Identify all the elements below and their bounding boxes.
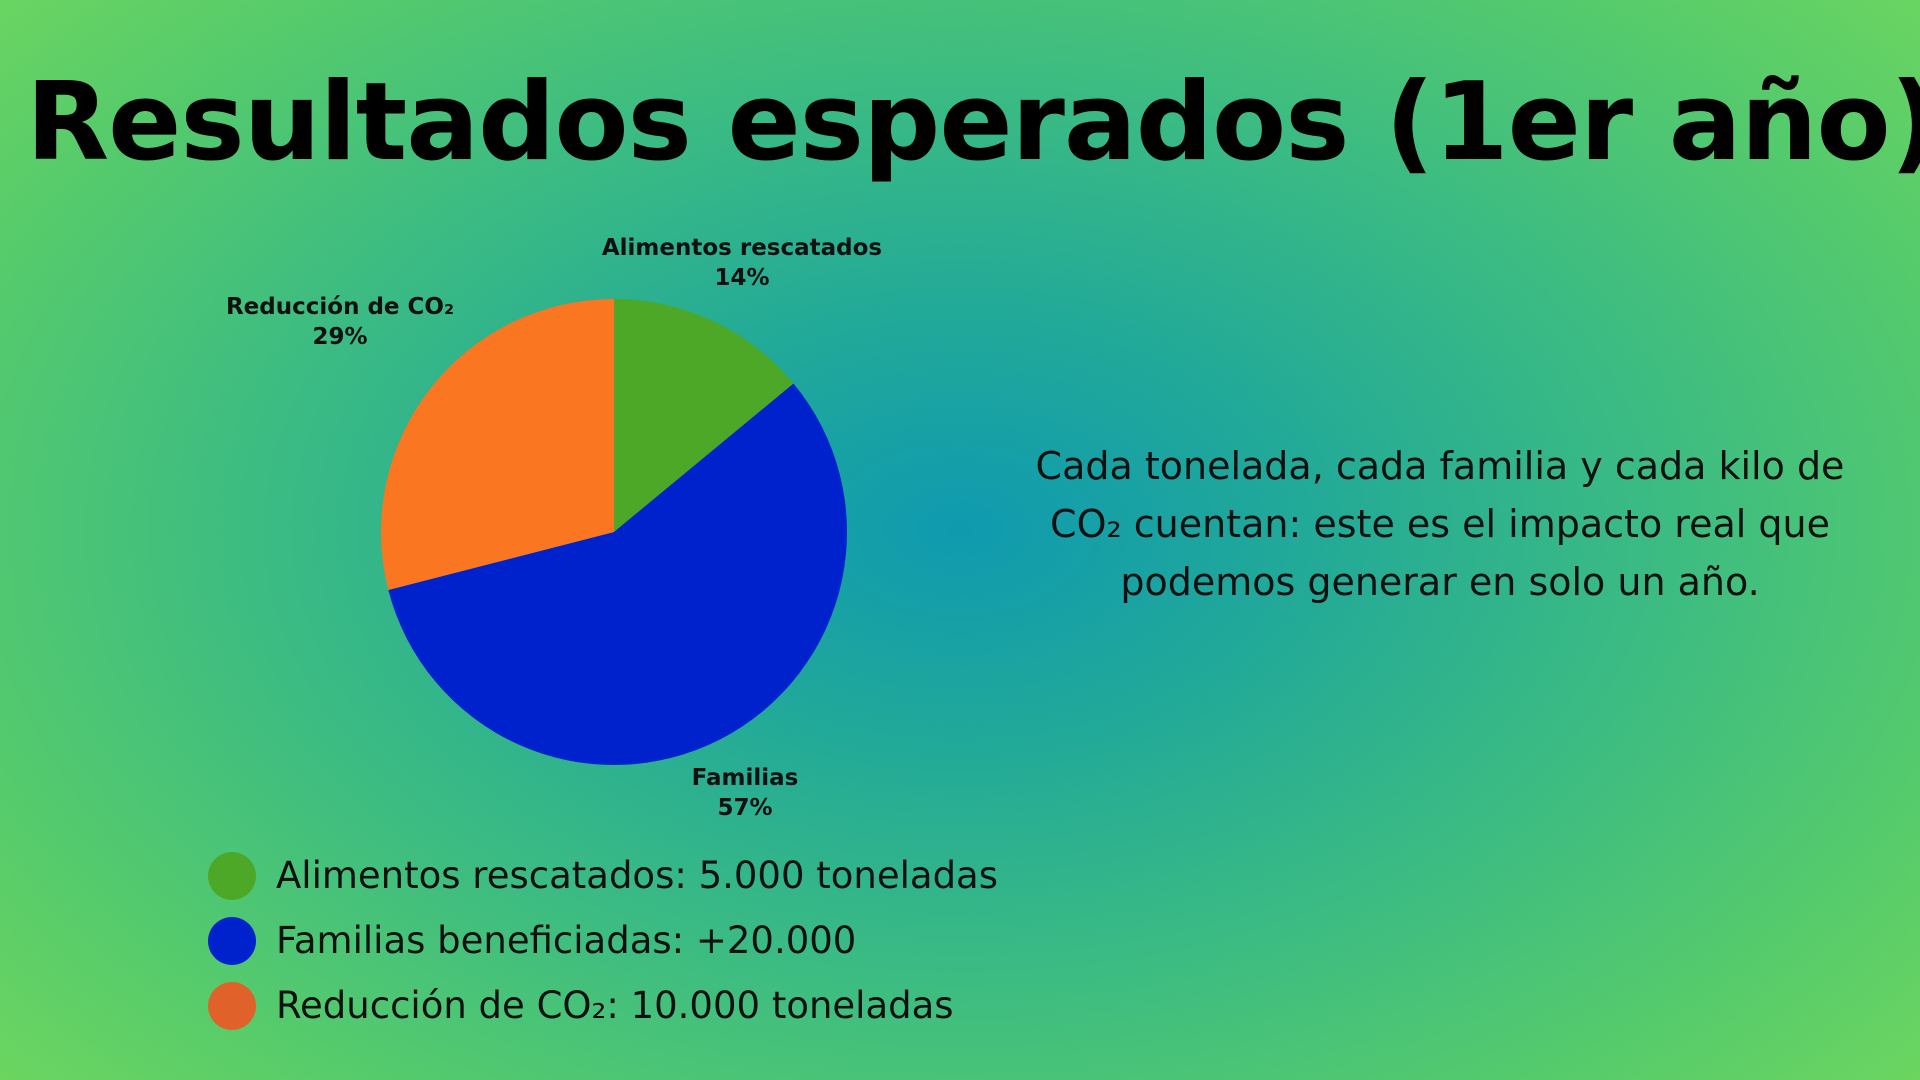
pie-slice-alimentos [614, 299, 794, 532]
slice-label-familias: Familias [692, 765, 799, 791]
pie-slice-co2 [381, 299, 614, 590]
slice-value-familias: 57% [717, 795, 772, 821]
page-title: Resultados esperados (1er año) [26, 60, 1920, 185]
description-line-2: CO₂ cuentan: este es el impacto real que [1050, 502, 1830, 546]
slice-label-alimentos: Alimentos rescatados [602, 235, 882, 261]
description-line-3: podemos generar en solo un año. [1120, 560, 1760, 604]
legend-item-familias: Familias beneficiadas: +20.000 [208, 908, 998, 973]
slice-value-alimentos: 14% [714, 265, 769, 291]
legend-item-co2: Reducción de CO₂: 10.000 toneladas [208, 973, 998, 1038]
description-text: Cada tonelada, cada familia y cada kilo … [1000, 437, 1880, 611]
description-line-1: Cada tonelada, cada familia y cada kilo … [1035, 444, 1845, 488]
legend-item-alimentos: Alimentos rescatados: 5.000 toneladas [208, 843, 998, 908]
legend-swatch-co2 [208, 981, 256, 1030]
slice-value-co2: 29% [312, 324, 367, 350]
chart-legend: Alimentos rescatados: 5.000 toneladas Fa… [208, 843, 998, 1038]
legend-text-familias: Familias beneficiadas: +20.000 [276, 919, 857, 962]
slice-label-co2: Reducción de CO₂ [226, 294, 454, 320]
legend-swatch-familias [208, 916, 256, 965]
legend-text-co2: Reducción de CO₂: 10.000 toneladas [276, 984, 954, 1027]
legend-swatch-alimentos [208, 851, 256, 900]
pie-slice-familias [388, 383, 847, 766]
legend-text-alimentos: Alimentos rescatados: 5.000 toneladas [276, 854, 999, 897]
